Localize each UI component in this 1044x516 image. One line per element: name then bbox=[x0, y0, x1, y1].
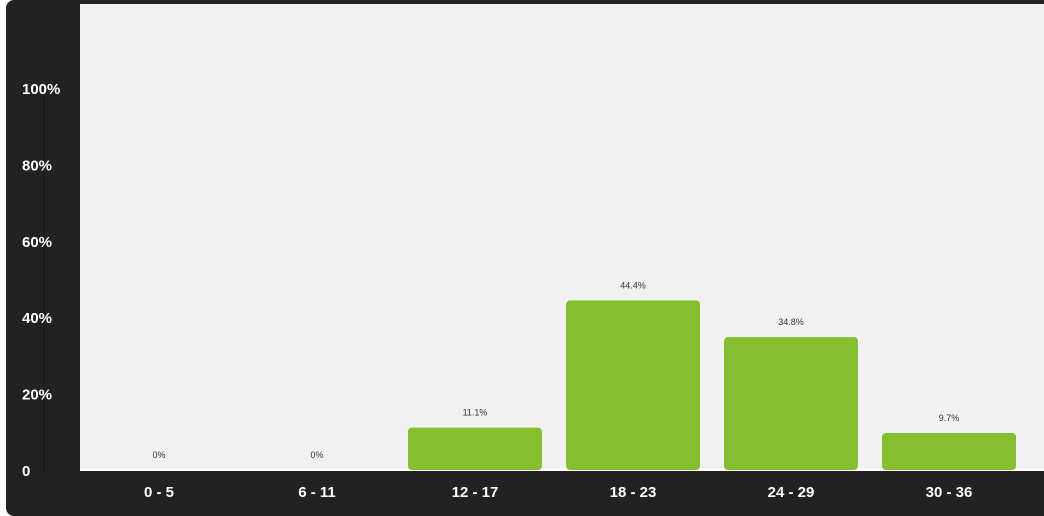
data-label: 44.4% bbox=[620, 280, 646, 290]
y-tick-label: 40% bbox=[22, 310, 52, 327]
data-labels: 0% 0% 11.1% 44.4% 34.8% 9.7% bbox=[152, 280, 959, 460]
plot-area bbox=[80, 4, 1044, 470]
x-tick-label: 12 - 17 bbox=[452, 484, 499, 501]
bar[interactable] bbox=[882, 432, 1016, 470]
y-tick-label: 0 bbox=[22, 463, 30, 480]
x-tick-label: 24 - 29 bbox=[768, 484, 815, 501]
y-axis-ticks: 0 20% 40% 60% 80% 100% bbox=[22, 81, 60, 480]
y-tick-label: 60% bbox=[22, 234, 52, 251]
y-tick-label: 100% bbox=[22, 81, 60, 98]
data-label: 9.7% bbox=[939, 413, 960, 423]
x-tick-label: 0 - 5 bbox=[144, 484, 174, 501]
x-tick-label: 6 - 11 bbox=[298, 484, 336, 501]
data-label: 34.8% bbox=[778, 317, 804, 327]
y-tick-label: 20% bbox=[22, 387, 52, 404]
bar[interactable] bbox=[408, 427, 542, 470]
bar[interactable] bbox=[724, 337, 858, 470]
x-tick-label: 18 - 23 bbox=[610, 484, 657, 501]
data-label: 0% bbox=[310, 450, 323, 460]
x-tick-label: 30 - 36 bbox=[926, 484, 973, 501]
data-label: 0% bbox=[152, 450, 165, 460]
y-tick-label: 80% bbox=[22, 157, 52, 174]
bars bbox=[408, 300, 1016, 470]
data-label: 11.1% bbox=[463, 408, 488, 418]
x-axis-ticks: 0 - 5 6 - 11 12 - 17 18 - 23 24 - 29 30 - 36 bbox=[144, 484, 972, 501]
bar[interactable] bbox=[566, 300, 700, 470]
